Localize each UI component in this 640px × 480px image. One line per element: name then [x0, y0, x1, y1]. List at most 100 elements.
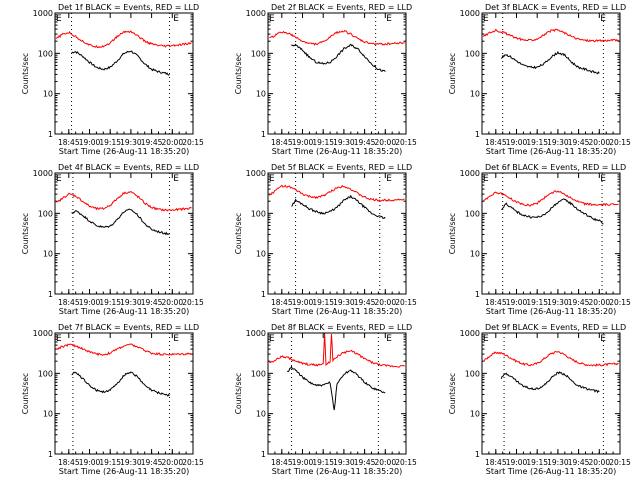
x-tick-label: 19:30 — [547, 138, 569, 147]
plot-frame — [54, 172, 194, 295]
lld-series-line — [483, 190, 619, 207]
event-label-start: E — [56, 14, 62, 24]
events-series-line — [500, 371, 600, 394]
x-tick-label: 19:30 — [547, 298, 569, 307]
x-tick-label: 19:45 — [141, 138, 163, 147]
y-axis-label: Counts/sec — [234, 53, 243, 94]
x-axis-label: Start Time (26-Aug-11 18:35:20) — [486, 147, 617, 156]
events-series-line — [71, 208, 170, 236]
x-tick-label: 18:45 — [58, 298, 80, 307]
x-tick-label: 19:15 — [526, 298, 548, 307]
x-tick-label: 19:45 — [568, 458, 590, 467]
event-label-start: E — [269, 334, 275, 344]
y-tick-label: 10 — [43, 250, 53, 259]
event-label-start: E — [269, 14, 275, 24]
x-tick-label: 19:15 — [312, 298, 334, 307]
lld-series-line — [56, 343, 192, 357]
x-axis-label: Start Time (26-Aug-11 18:35:20) — [272, 147, 403, 156]
y-tick-label: 1000 — [460, 169, 480, 178]
event-label-end: E — [386, 334, 392, 344]
event-label-end: E — [173, 174, 179, 184]
x-tick-label: 19:00 — [506, 138, 528, 147]
x-tick-label: 18:45 — [485, 298, 507, 307]
x-tick-label: 20:00 — [161, 298, 183, 307]
x-tick-label: 20:15 — [609, 138, 631, 147]
x-tick-label: 19:45 — [141, 458, 163, 467]
y-tick-label: 10 — [256, 90, 266, 99]
x-tick-label: 20:15 — [182, 298, 204, 307]
x-tick-label: 19:30 — [547, 458, 569, 467]
event-label-start: E — [56, 334, 62, 344]
x-axis-label: Start Time (26-Aug-11 18:35:20) — [59, 307, 190, 316]
y-tick-label: 1000 — [246, 169, 266, 178]
events-series-line — [291, 43, 386, 73]
x-axis-label: Start Time (26-Aug-11 18:35:20) — [272, 467, 403, 476]
x-tick-label: 19:15 — [526, 458, 548, 467]
x-tick-label: 20:00 — [588, 298, 610, 307]
panel-title: Det 7f BLACK = Events, RED = LLD — [58, 323, 199, 332]
x-tick-label: 19:15 — [526, 138, 548, 147]
y-tick-label: 100 — [465, 369, 480, 378]
event-label-start: E — [56, 174, 62, 184]
x-tick-label: 20:00 — [161, 458, 183, 467]
x-tick-label: 18:45 — [271, 458, 293, 467]
detector-panel-6: Det 6f BLACK = Events, RED = LLD 1 10 100 10… — [448, 163, 631, 316]
y-tick-label: 1 — [475, 450, 480, 459]
plot-frame — [54, 12, 194, 135]
plot-frame — [481, 332, 621, 455]
x-tick-label: 20:15 — [609, 458, 631, 467]
detector-panel-5: Det 5f BLACK = Events, RED = LLD 1 10 100 10… — [234, 163, 417, 316]
y-tick-label: 1 — [48, 130, 53, 139]
x-tick-label: 20:00 — [588, 458, 610, 467]
event-label-end: E — [600, 174, 606, 184]
panel-title: Det 5f BLACK = Events, RED = LLD — [271, 163, 412, 172]
panel-title: Det 4f BLACK = Events, RED = LLD — [58, 163, 199, 172]
x-tick-label: 19:15 — [99, 298, 121, 307]
event-label-end: E — [600, 334, 606, 344]
events-series-line — [286, 365, 386, 411]
x-tick-label: 18:45 — [271, 298, 293, 307]
y-axis-label: Counts/sec — [21, 53, 30, 94]
y-axis-label: Counts/sec — [448, 213, 457, 254]
x-tick-label: 19:15 — [99, 138, 121, 147]
x-tick-label: 19:00 — [79, 458, 101, 467]
x-tick-label: 19:45 — [354, 138, 376, 147]
x-tick-label: 19:30 — [120, 298, 142, 307]
y-tick-label: 1 — [475, 290, 480, 299]
panel-title: Det 8f BLACK = Events, RED = LLD — [271, 323, 412, 332]
detector-panel-1: Det 1f BLACK = Events, RED = LLD 1 10 100 10… — [21, 3, 204, 156]
x-axis-label: Start Time (26-Aug-11 18:35:20) — [486, 467, 617, 476]
x-tick-label: 20:15 — [395, 298, 417, 307]
events-series-line — [501, 198, 604, 225]
x-tick-label: 20:15 — [395, 458, 417, 467]
x-tick-label: 19:00 — [292, 138, 314, 147]
x-tick-label: 20:00 — [374, 458, 396, 467]
detector-panel-3: Det 3f BLACK = Events, RED = LLD 1 10 100 10… — [448, 3, 631, 156]
x-tick-label: 19:45 — [568, 138, 590, 147]
y-axis-label: Counts/sec — [234, 213, 243, 254]
y-tick-label: 10 — [470, 90, 480, 99]
y-axis-label: Counts/sec — [448, 53, 457, 94]
x-axis-label: Start Time (26-Aug-11 18:35:20) — [272, 307, 403, 316]
events-series-line — [71, 371, 170, 397]
event-label-end: E — [386, 174, 392, 184]
y-tick-label: 10 — [470, 250, 480, 259]
x-tick-label: 20:15 — [182, 138, 204, 147]
x-tick-label: 19:00 — [506, 458, 528, 467]
plot-frame — [267, 12, 407, 135]
detector-panel-9: Det 9f BLACK = Events, RED = LLD 1 10 100 10… — [448, 323, 631, 476]
y-tick-label: 100 — [251, 209, 266, 218]
y-tick-label: 100 — [38, 209, 53, 218]
y-tick-label: 10 — [470, 410, 480, 419]
events-series-line — [71, 50, 170, 76]
event-label-end: E — [173, 14, 179, 24]
x-tick-label: 20:00 — [161, 138, 183, 147]
y-tick-label: 10 — [43, 90, 53, 99]
x-tick-label: 19:30 — [333, 458, 355, 467]
x-tick-label: 19:15 — [312, 458, 334, 467]
x-tick-label: 19:45 — [568, 298, 590, 307]
x-tick-label: 19:00 — [292, 458, 314, 467]
x-tick-label: 19:15 — [99, 458, 121, 467]
y-tick-label: 1000 — [246, 9, 266, 18]
y-tick-label: 100 — [465, 49, 480, 58]
